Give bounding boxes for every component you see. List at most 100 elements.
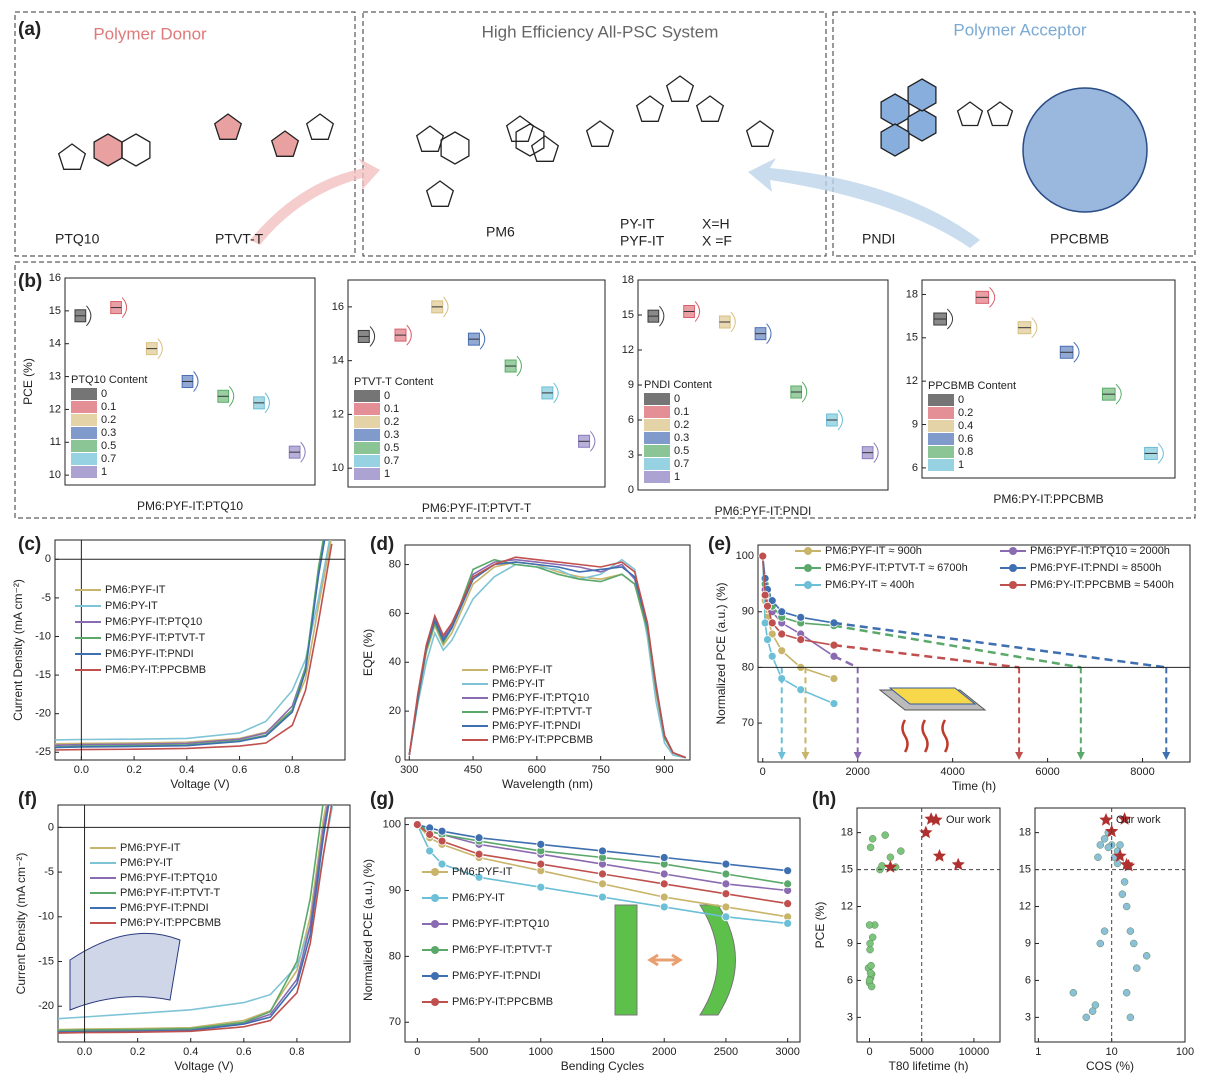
point — [796, 635, 806, 644]
y-axis-label: Normalized PCE (a.u.) (%) — [714, 582, 728, 724]
legend-label: PM6:PY-IT:PPCBMB ≈ 5400h — [1030, 579, 1174, 591]
x-tick-label: 2000 — [652, 1046, 676, 1058]
y-tick-label: 20 — [389, 705, 401, 717]
y-tick-label: 3 — [847, 1011, 853, 1023]
point — [1082, 1013, 1091, 1022]
legend-label: PM6:PYF-IT:PTQ10 — [492, 692, 589, 704]
x-tick-label: 3000 — [775, 1046, 799, 1058]
point — [897, 847, 905, 855]
point — [437, 836, 447, 846]
point — [767, 618, 777, 628]
y-tick-label: 14 — [332, 355, 344, 367]
legend-label: PM6:PY-IT:PPCBMB — [105, 664, 206, 676]
extrapolation — [833, 643, 1020, 669]
violin — [369, 326, 376, 347]
plot-frame — [404, 544, 691, 761]
plot-frame — [347, 279, 606, 488]
violin — [837, 409, 843, 431]
legend-label: Our work — [1116, 814, 1161, 826]
plot-frame — [921, 279, 1176, 479]
point — [1096, 841, 1105, 849]
acceptor-box — [832, 11, 1196, 257]
y-tick-label: 18 — [622, 274, 634, 286]
y-tick-label: 80 — [389, 950, 401, 962]
point — [868, 835, 877, 843]
panel-label: (g) — [370, 789, 394, 810]
legend-label: 0.4 — [958, 420, 973, 432]
acceptor-arrow — [748, 158, 980, 248]
legend-swatch — [928, 446, 954, 458]
legend-label: 0.7 — [101, 453, 116, 465]
point — [783, 866, 793, 876]
extrapolation — [833, 624, 1082, 669]
point — [829, 699, 839, 708]
x-axis-label: PM6:PYF-IT:PTVT-T — [422, 501, 532, 515]
violin — [989, 286, 996, 308]
y-tick-label: 9 — [1025, 937, 1031, 949]
point — [1104, 843, 1113, 852]
point — [866, 939, 874, 948]
x-tick-label: 0 — [866, 1046, 872, 1058]
x-tick-label: 500 — [470, 1046, 488, 1058]
legend-marker — [431, 946, 439, 954]
x-tick-label: 1000 — [529, 1046, 553, 1058]
y-tick-label: 0 — [48, 821, 54, 833]
y-tick-label: 12 — [906, 375, 918, 387]
x-tick-label: 2000 — [845, 766, 869, 778]
star-point — [1121, 858, 1136, 872]
point — [767, 596, 777, 606]
violin — [516, 355, 522, 377]
panel-label: (d) — [370, 534, 394, 555]
point — [777, 607, 787, 617]
x-tick-label: 0.4 — [183, 1046, 198, 1058]
ring — [305, 113, 335, 140]
point — [437, 859, 447, 869]
y-tick-label: 0 — [395, 754, 401, 766]
y-tick-label: 100 — [736, 550, 754, 562]
legend-swatch — [71, 401, 97, 413]
y-tick-label: -25 — [35, 746, 51, 758]
substituent: X =F — [702, 233, 732, 249]
legend-label: PM6:PYF-IT — [105, 584, 166, 596]
legend-label: 0.8 — [958, 446, 973, 458]
star-point — [932, 849, 947, 862]
point — [536, 839, 546, 849]
violin — [264, 392, 270, 414]
legend-swatch — [928, 407, 954, 419]
legend-swatch — [928, 433, 954, 445]
panel-label: (a) — [18, 19, 41, 40]
molecule-name: PTVT-T — [215, 231, 264, 247]
legend-swatch — [354, 455, 380, 467]
x-tick-label: 450 — [464, 764, 482, 776]
legend-swatch — [71, 427, 97, 439]
y-axis-label: EQE (%) — [361, 629, 375, 676]
panel-label: (b) — [18, 271, 42, 292]
legend-marker — [431, 998, 439, 1006]
point — [783, 879, 793, 889]
y-tick-label: 13 — [49, 370, 61, 382]
legend-label: 0.5 — [384, 442, 399, 454]
extrapolation — [833, 655, 859, 669]
legend-label: PM6:PYF-IT:PTQ10 — [120, 872, 217, 884]
x-tick-label: 5000 — [909, 1046, 933, 1058]
x-tick-label: 2500 — [714, 1046, 738, 1058]
bent-film-inset — [699, 904, 736, 1016]
legend-label: PM6:PY-IT — [492, 678, 545, 690]
star-point — [1113, 849, 1127, 862]
plot-area — [408, 556, 686, 759]
ring — [695, 95, 725, 122]
legend-label: 0.1 — [674, 406, 689, 418]
legend-title: PNDI Content — [644, 379, 712, 391]
y-tick-label: 12 — [49, 403, 61, 415]
point — [659, 869, 669, 879]
y-tick-label: 9 — [912, 418, 918, 430]
x-tick-label: 0.8 — [285, 764, 300, 776]
x-tick-label: 0 — [760, 766, 766, 778]
ring — [57, 143, 87, 170]
point — [1126, 927, 1135, 935]
legend-label: 0.3 — [384, 429, 399, 441]
plot-area — [1069, 812, 1151, 1022]
legend-label: PM6:PYF-IT:PTQ10 ≈ 2000h — [1030, 545, 1170, 557]
t80-arrowhead — [1162, 752, 1171, 760]
point — [659, 879, 669, 889]
